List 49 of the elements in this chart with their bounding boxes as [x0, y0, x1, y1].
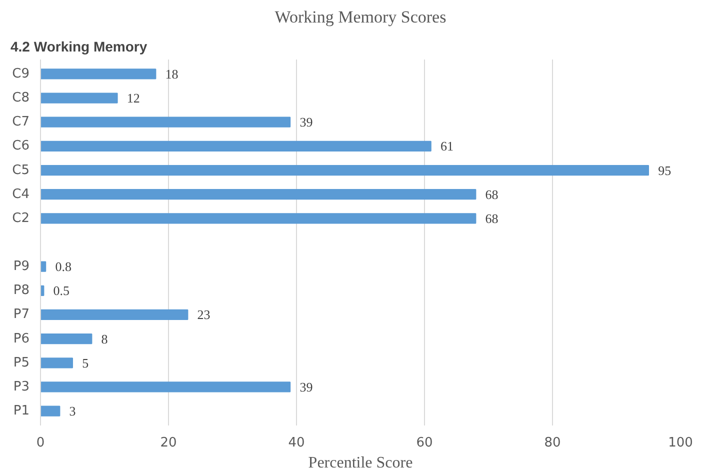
y-tick-label: P6	[13, 331, 30, 346]
chart-title: Working Memory Scores	[274, 8, 446, 26]
bar	[40, 334, 92, 344]
data-label: 3	[69, 404, 76, 419]
data-label: 18	[165, 66, 178, 82]
y-tick-label: C5	[12, 162, 30, 178]
x-tick-label: 20	[160, 436, 177, 450]
bar	[40, 309, 188, 320]
y-tick-label: C2	[12, 210, 30, 226]
data-label: 68	[485, 186, 498, 202]
data-label: 0.8	[55, 259, 72, 274]
bar	[40, 92, 118, 104]
data-label: 8	[101, 331, 108, 346]
y-tick-label: C9	[12, 66, 30, 82]
bar	[40, 189, 476, 200]
data-label: 39	[300, 379, 313, 394]
y-tick-label: C6	[12, 138, 30, 154]
x-tick-label: 40	[288, 436, 305, 450]
bar	[40, 68, 156, 80]
y-tick-label: P8	[13, 283, 30, 298]
bar	[40, 213, 476, 224]
y-tick-label: C4	[12, 186, 30, 202]
bar	[40, 358, 73, 368]
y-tick-label: P9	[13, 259, 30, 274]
data-label: 95	[658, 162, 672, 178]
data-label: 39	[300, 114, 313, 130]
bar	[40, 406, 60, 416]
x-axis-title: Percentile Score	[308, 454, 413, 472]
data-label: 61	[440, 138, 454, 154]
y-tick-label: P1	[13, 404, 30, 419]
y-tick-label: C8	[12, 90, 30, 106]
data-label: 5	[82, 355, 89, 370]
y-tick-label: P5	[13, 355, 30, 370]
bar	[40, 140, 432, 152]
x-tick-label: 100	[668, 436, 693, 450]
data-label: 12	[126, 90, 140, 106]
data-label: 23	[197, 307, 210, 322]
y-tick-label: P3	[13, 379, 30, 394]
data-label: 68	[485, 210, 498, 226]
bar	[40, 164, 649, 176]
data-label: 0.5	[53, 283, 70, 298]
bar	[40, 116, 291, 128]
x-tick-label: 80	[544, 436, 561, 450]
text: 4.2 Working Memory	[10, 38, 148, 54]
x-tick-label: 60	[416, 436, 433, 450]
x-tick-label: 0	[36, 436, 45, 450]
y-tick-label: C7	[12, 114, 30, 130]
bar	[40, 382, 291, 392]
y-tick-label: P7	[13, 307, 30, 322]
